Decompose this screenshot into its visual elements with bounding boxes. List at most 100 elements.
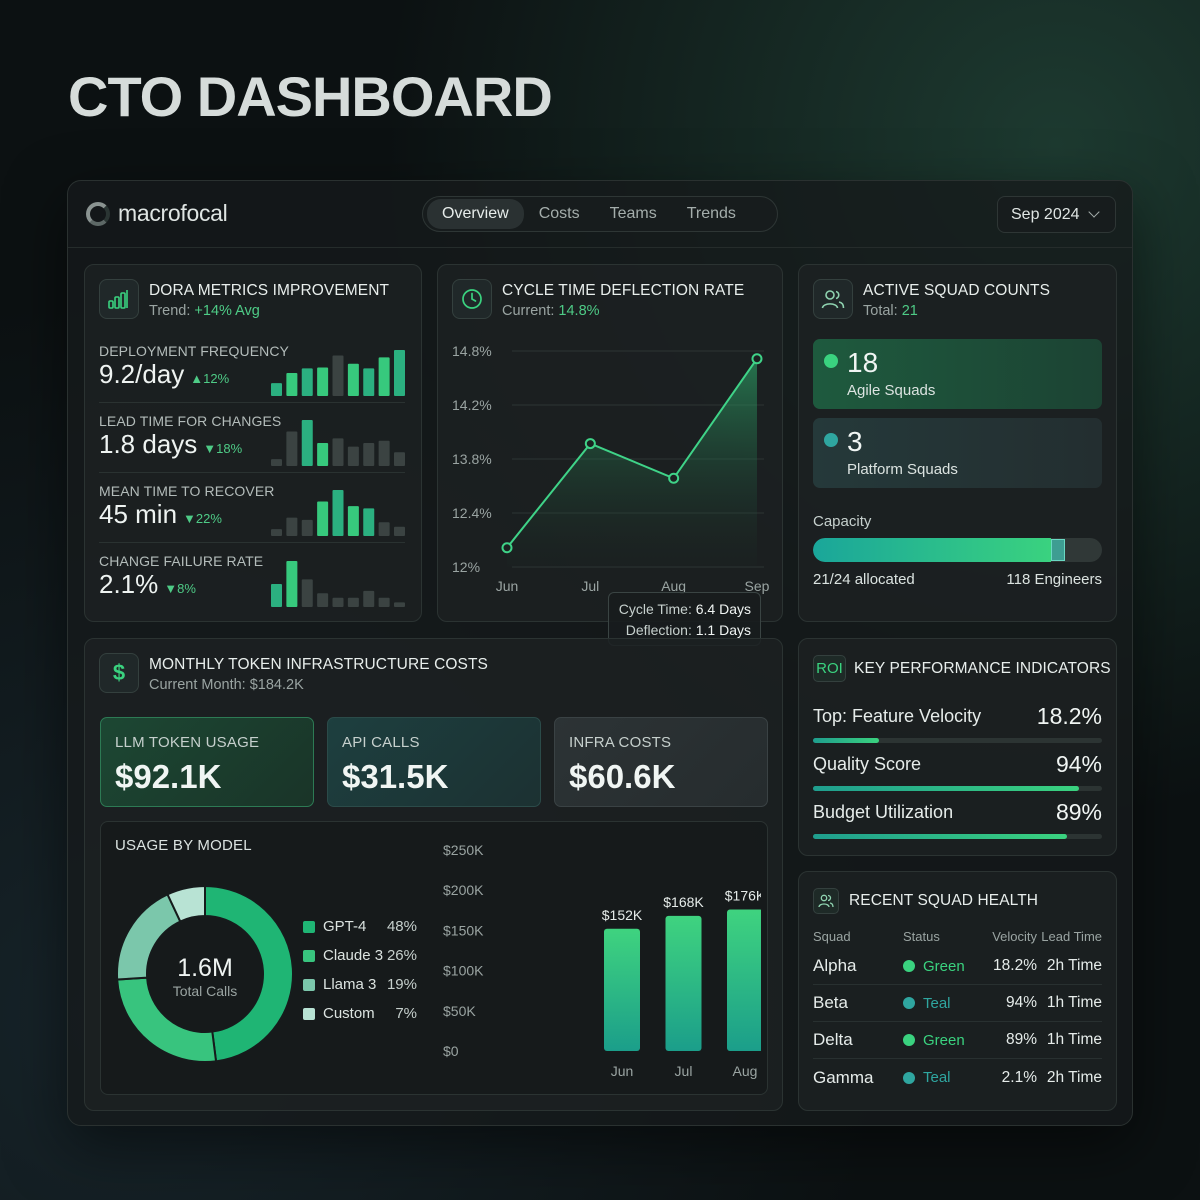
cost-bar[interactable] — [665, 915, 702, 1051]
agile-squads-tile[interactable]: 18 Agile Squads — [813, 339, 1102, 409]
donut-slice[interactable] — [204, 884, 294, 1063]
cycle-line-chart: 14.8% 14.2% 13.8% 12.4% 12% Jun Jul Aug Sep — [452, 343, 770, 594]
donut-slice[interactable] — [116, 893, 182, 981]
dora-metric-label: DEPLOYMENT FREQUENCY — [99, 343, 289, 359]
dora-mini-bar — [317, 367, 329, 396]
dora-metric-value: 9.2/day — [99, 359, 185, 389]
donut-center-label: Total Calls — [173, 983, 238, 999]
line-point[interactable] — [501, 542, 513, 554]
tab-costs[interactable]: Costs — [538, 205, 580, 222]
dora-mini-bar — [301, 420, 313, 466]
x-tick-label: Jun — [496, 578, 519, 594]
squads-total-label: Total: — [863, 303, 898, 319]
y-tick-label: $0 — [443, 1043, 459, 1059]
dora-trend-label: Trend: — [149, 303, 191, 319]
health-table-row[interactable]: Beta Teal 94% 1h Time — [813, 985, 1102, 1022]
health-table-row[interactable]: Delta Green 89% 1h Time — [813, 1022, 1102, 1059]
dora-mini-bar — [317, 593, 329, 607]
capacity-handle[interactable] — [1051, 539, 1066, 561]
dora-mini-bar — [301, 368, 313, 396]
line-point[interactable] — [584, 438, 596, 450]
tab-teams[interactable]: Teams — [609, 205, 657, 222]
kpi-progress-track — [813, 786, 1102, 791]
dora-mini-bar — [301, 519, 313, 536]
dora-metric-row[interactable]: LEAD TIME FOR CHANGES 1.8 days ▼18% — [99, 413, 405, 473]
date-selector[interactable]: Sep 2024 — [997, 196, 1116, 233]
health-status: Green — [923, 957, 965, 975]
health-squad: Gamma — [813, 1067, 874, 1087]
kpi-row[interactable]: Budget Utilization 89% — [813, 799, 1102, 839]
dora-mini-bar — [347, 506, 359, 536]
dora-mini-bar — [317, 501, 329, 536]
tab-trends[interactable]: Trends — [686, 205, 736, 222]
dora-metric-label: CHANGE FAILURE RATE — [99, 553, 264, 569]
dora-mini-bar — [271, 383, 282, 396]
health-squad: Beta — [813, 993, 848, 1012]
dora-mini-bar-chart — [271, 561, 405, 607]
infra-costs-box[interactable]: INFRA COSTS $60.6K — [554, 717, 768, 807]
capacity-label: Capacity — [813, 513, 872, 530]
dora-metric-row[interactable]: CHANGE FAILURE RATE 2.1% ▼8% — [99, 553, 405, 613]
kpi-card: ROI KEY PERFORMANCE INDICATORS Top: Feat… — [798, 638, 1117, 856]
llm-token-usage-label: LLM TOKEN USAGE — [115, 734, 260, 751]
token-costs-subtitle: Current Month: $184.2K — [149, 677, 304, 693]
usage-by-model-title: USAGE BY MODEL — [115, 837, 252, 854]
health-lead-time: 2h Time — [1046, 1068, 1102, 1086]
line-point[interactable] — [751, 353, 763, 365]
platform-squads-tile[interactable]: 3 Platform Squads — [813, 418, 1102, 488]
dora-mini-bar — [271, 529, 282, 536]
legend-item[interactable]: Claude 3 26% — [303, 947, 417, 964]
usage-by-model-panel: USAGE BY MODEL 1.6M Total Calls GPT-4 48%… — [100, 821, 768, 1095]
donut-slice[interactable] — [166, 884, 206, 923]
kpi-value: 89% — [1055, 799, 1102, 825]
dora-metric-delta: ▼8% — [164, 581, 196, 596]
health-table-row[interactable]: Gamma Teal 2.1% 2h Time — [813, 1059, 1102, 1096]
dora-metric-label: MEAN TIME TO RECOVER — [99, 483, 275, 499]
x-tick-label: Sep — [745, 578, 770, 594]
health-squad: Delta — [813, 1030, 853, 1049]
y-tick-label: 13.8% — [452, 451, 492, 467]
legend-swatch — [303, 1007, 315, 1020]
legend-percent: 19% — [386, 976, 417, 993]
status-dot — [903, 997, 915, 1009]
health-lead-time: 1h Time — [1046, 994, 1102, 1011]
api-calls-box[interactable]: API CALLS $31.5K — [327, 717, 541, 807]
legend-percent: 7% — [395, 1005, 417, 1022]
status-dot — [903, 960, 915, 972]
cost-bar[interactable] — [604, 928, 640, 1051]
dora-mini-bar-chart — [271, 350, 405, 396]
capacity-engineers: 118 Engineers — [1006, 571, 1102, 588]
infra-costs-label: INFRA COSTS — [569, 734, 672, 751]
tooltip-deflection-label: Deflection: — [625, 622, 692, 638]
y-tick-label: $100K — [443, 963, 484, 979]
line-point[interactable] — [668, 472, 680, 484]
health-squad: Alpha — [813, 956, 857, 975]
health-status: Teal — [923, 994, 951, 1012]
legend-item[interactable]: GPT-4 48% — [303, 918, 417, 935]
dora-trend-value: +14% Avg — [194, 303, 260, 319]
brand[interactable]: macrofocal — [86, 200, 228, 227]
llm-token-usage-value: $92.1K — [115, 758, 222, 795]
cost-bar[interactable] — [727, 909, 761, 1051]
x-tick-label: Aug — [661, 578, 686, 594]
tab-overview[interactable]: Overview — [427, 199, 524, 229]
green-status-dot — [824, 354, 838, 368]
kpi-row[interactable]: Quality Score 94% — [813, 751, 1102, 791]
llm-token-usage-box[interactable]: LLM TOKEN USAGE $92.1K — [100, 717, 314, 807]
dora-metric-row[interactable]: DEPLOYMENT FREQUENCY 9.2/day ▲12% — [99, 343, 405, 403]
dora-mini-bar — [271, 584, 282, 607]
bar-data-label: $152K — [602, 907, 643, 923]
col-lead-time: Lead Time — [1041, 928, 1102, 944]
kpi-row[interactable]: Top: Feature Velocity 18.2% — [813, 703, 1102, 743]
kpi-progress-fill — [813, 738, 880, 743]
legend-item[interactable]: Custom 7% — [303, 1005, 417, 1022]
teal-status-dot — [824, 433, 838, 447]
dora-metric-row[interactable]: MEAN TIME TO RECOVER 45 min ▼22% — [99, 483, 405, 543]
dora-mini-bar — [347, 597, 359, 607]
dora-mini-bar — [271, 459, 282, 466]
health-table-row[interactable]: Alpha Green 18.2% 2h Time — [813, 948, 1102, 985]
dora-mini-bar — [363, 508, 375, 536]
squads-title: ACTIVE SQUAD COUNTS — [863, 282, 1051, 299]
legend-item[interactable]: Llama 3 19% — [303, 976, 417, 993]
capacity-allocated: 21/24 allocated — [813, 571, 915, 588]
